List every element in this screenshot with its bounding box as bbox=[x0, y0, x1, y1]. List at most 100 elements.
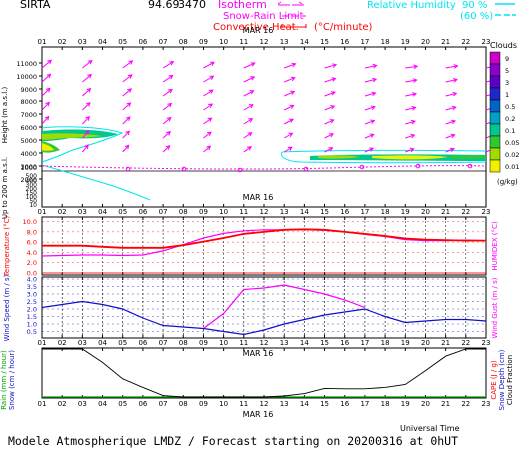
wind-arrow-head bbox=[168, 75, 174, 80]
wind-arrow-head bbox=[127, 74, 133, 79]
wind-arrow-head bbox=[125, 130, 131, 136]
wind-arrow bbox=[284, 63, 296, 69]
wind-arrow-head bbox=[290, 76, 296, 82]
wind-arrow-head bbox=[87, 59, 93, 65]
wind-arrow bbox=[405, 79, 417, 83]
model-caption: Modele Atmospherique LMDZ / Forecast sta… bbox=[8, 434, 458, 448]
wind-arrow-head bbox=[409, 147, 415, 153]
wind-arrow-head bbox=[452, 91, 458, 97]
wind-arrow bbox=[122, 88, 132, 97]
wind-arrow bbox=[203, 89, 214, 97]
legend-rh-60: (60 %) bbox=[460, 11, 493, 22]
upper-hour-label: 20 bbox=[421, 38, 430, 46]
isotherm-marker bbox=[237, 167, 243, 173]
wind-arrow bbox=[162, 117, 172, 125]
upper-bottom-hour-label: 17 bbox=[360, 208, 369, 216]
wind-arrow-head bbox=[45, 101, 51, 107]
wind-arrow bbox=[162, 103, 172, 111]
precip-top-hour-label: 08 bbox=[179, 339, 188, 347]
height-tick-label: 9000 bbox=[20, 86, 37, 94]
colorbar-swatch bbox=[489, 123, 501, 137]
wind-arrow bbox=[364, 106, 376, 111]
snow-depth-axis-label: Snow Depth (cm) bbox=[498, 349, 506, 410]
precip-bottom-hour-label: 17 bbox=[360, 400, 369, 408]
wind-arrow-head bbox=[330, 105, 336, 110]
wind-arrow-head bbox=[371, 91, 377, 97]
height-tick-label: 500 bbox=[26, 173, 38, 180]
legend-isotherm: Isotherm bbox=[218, 0, 267, 11]
wind-arrow bbox=[203, 103, 213, 111]
upper-hour-label: 04 bbox=[98, 38, 107, 46]
wind-arrow-head bbox=[208, 103, 214, 108]
height-tick-label: 8000 bbox=[20, 98, 37, 106]
snow-axis-label: Snow (cm / hour) bbox=[8, 350, 16, 410]
height-axis-label: Height (m a.s.l.) bbox=[1, 87, 9, 144]
precip-bottom-hour-label: 12 bbox=[260, 400, 269, 408]
precip-top-hour-label: 14 bbox=[300, 339, 309, 347]
upper-bottom-hour-label: 06 bbox=[138, 208, 147, 216]
wind-arrow-head bbox=[166, 116, 172, 122]
wind-arrow bbox=[162, 75, 173, 83]
wind-arrow bbox=[122, 60, 133, 69]
precip-bottom-hour-label: 10 bbox=[219, 400, 228, 408]
upper-hour-label: 22 bbox=[461, 38, 470, 46]
precip-top-hour-label: 18 bbox=[381, 339, 390, 347]
isotherm-marker bbox=[359, 164, 365, 170]
wind-arrow-head bbox=[330, 91, 336, 96]
height-tick-label: 300 bbox=[26, 182, 38, 189]
temp-tick-label: 0.0 bbox=[27, 270, 37, 278]
wind-arrow bbox=[41, 116, 50, 125]
upper-bottom-hour-label: 02 bbox=[58, 208, 67, 216]
wind-arrow-head bbox=[369, 133, 375, 138]
wind-arrow bbox=[41, 87, 51, 97]
upper-bottom-hour-label: 09 bbox=[199, 208, 208, 216]
wind-arrow bbox=[162, 145, 170, 153]
wind-arrow-head bbox=[452, 78, 458, 83]
precip-bottom-hour-label: 23 bbox=[482, 400, 491, 408]
wind-arrow-head bbox=[85, 116, 91, 121]
colorbar-swatch bbox=[489, 75, 501, 89]
height-tick-label: 150 bbox=[26, 190, 38, 197]
precip-bottom-hour-label: 18 bbox=[381, 400, 390, 408]
wind-arrow bbox=[283, 146, 293, 153]
height-tick-label: 3000 bbox=[20, 163, 37, 171]
wind-arrow-head bbox=[372, 77, 378, 83]
wind-arrow bbox=[364, 120, 375, 125]
precip-top-hour-label: 10 bbox=[219, 339, 228, 347]
wind-arrow bbox=[324, 133, 334, 139]
precip-top-hour-label: 17 bbox=[360, 339, 369, 347]
colorbar-swatch bbox=[489, 135, 501, 149]
wind-arrow-head bbox=[247, 132, 253, 137]
colorbar-unit: (g/kg) bbox=[497, 178, 518, 186]
upper-bottom-hour-label: 19 bbox=[401, 208, 410, 216]
wind-arrow-head bbox=[329, 133, 335, 138]
rain-axis-label: Rain (mm / hour) bbox=[0, 350, 8, 410]
precip-bottom-hour-label: 08 bbox=[179, 400, 188, 408]
upper-hour-label: 14 bbox=[300, 38, 309, 46]
wind-arrow bbox=[203, 145, 211, 153]
upper-bottom-hour-label: 04 bbox=[98, 208, 107, 216]
legend-isotherm-swatch bbox=[277, 1, 304, 6]
colorbar-level-label: 0.1 bbox=[505, 127, 515, 135]
upper-hour-label: 16 bbox=[340, 38, 349, 46]
wind-arrow-head bbox=[44, 115, 50, 121]
cloud-core-left bbox=[42, 133, 102, 140]
upper-hour-label: 17 bbox=[360, 38, 369, 46]
wind-arrow-head bbox=[247, 146, 252, 151]
precip-top-hour-label: 03 bbox=[78, 339, 87, 347]
precip-top-hour-label: 16 bbox=[340, 339, 349, 347]
colorbar-swatch bbox=[489, 87, 501, 101]
wind-arrow bbox=[445, 92, 457, 97]
colorbar-swatch bbox=[489, 111, 501, 125]
wind-arrow bbox=[82, 74, 92, 83]
precip-bottom-hour-label: 02 bbox=[58, 400, 67, 408]
wind-arrow-head bbox=[290, 90, 296, 95]
wind-arrow-head bbox=[289, 118, 294, 123]
wind-tick-label: 3.5 bbox=[27, 283, 37, 291]
wind-arrow-head bbox=[453, 64, 459, 69]
wind-arrow bbox=[203, 61, 215, 69]
wind-arrow-head bbox=[248, 118, 254, 123]
temp-tick-label: 6.0 bbox=[27, 239, 37, 247]
wind-arrow bbox=[41, 73, 51, 83]
